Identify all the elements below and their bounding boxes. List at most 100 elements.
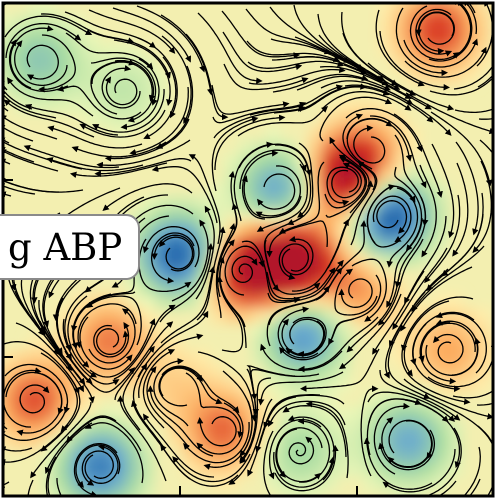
heat-cell bbox=[154, 266, 169, 281]
heat-cell bbox=[238, 224, 253, 239]
heat-cell bbox=[252, 224, 267, 239]
heat-cell bbox=[112, 490, 127, 496]
heat-cell bbox=[42, 98, 57, 113]
heat-cell bbox=[140, 266, 155, 281]
streamline bbox=[403, 38, 479, 68]
heat-cell bbox=[336, 98, 351, 113]
heat-cell bbox=[238, 140, 253, 155]
streamline bbox=[122, 345, 155, 431]
heat-cell bbox=[434, 420, 449, 435]
heat-cell bbox=[182, 266, 197, 281]
streamline bbox=[93, 321, 130, 358]
streamline bbox=[161, 35, 192, 124]
heat-cell bbox=[126, 70, 141, 85]
heat-cell bbox=[140, 448, 155, 463]
heat-cell bbox=[266, 350, 281, 365]
streamline bbox=[278, 243, 309, 280]
heat-cell bbox=[434, 448, 449, 463]
heat-cell bbox=[406, 168, 421, 183]
streamline bbox=[71, 141, 167, 158]
streamline bbox=[62, 318, 120, 386]
heat-cell bbox=[84, 28, 99, 43]
heat-cell bbox=[378, 224, 393, 239]
heat-cell bbox=[42, 476, 57, 491]
heat-cell bbox=[322, 140, 337, 155]
heat-cell bbox=[154, 84, 169, 99]
heat-cell bbox=[56, 490, 71, 496]
heat-cell bbox=[70, 462, 85, 477]
heat-cell bbox=[364, 462, 379, 477]
heat-cell bbox=[392, 14, 407, 29]
heat-cell bbox=[392, 490, 407, 496]
heat-cell bbox=[420, 28, 435, 43]
streamline bbox=[413, 427, 462, 496]
heat-cell bbox=[406, 252, 421, 267]
heat-cell bbox=[378, 168, 393, 183]
heat-cell bbox=[350, 448, 365, 463]
heat-cell bbox=[140, 490, 155, 496]
streamline bbox=[300, 348, 380, 392]
heat-cell bbox=[434, 224, 449, 239]
heat-cell bbox=[322, 154, 337, 169]
streamline bbox=[424, 194, 461, 284]
streamline bbox=[196, 416, 237, 447]
streamline bbox=[378, 429, 436, 471]
heat-cell bbox=[448, 336, 463, 351]
heat-cell bbox=[392, 210, 407, 225]
streamline bbox=[196, 402, 244, 455]
heat-cell bbox=[84, 112, 99, 127]
heat-cell bbox=[238, 266, 253, 281]
heat-cell bbox=[392, 420, 407, 435]
streamline bbox=[14, 40, 68, 87]
streamline bbox=[151, 165, 218, 224]
heat-cell bbox=[392, 3, 407, 15]
heat-cell bbox=[308, 126, 323, 141]
heat-cell bbox=[378, 140, 393, 155]
heat-cell bbox=[224, 252, 239, 267]
heat-cell bbox=[434, 238, 449, 253]
heat-cell bbox=[406, 3, 421, 15]
streamline bbox=[289, 318, 325, 358]
heat-cell bbox=[448, 70, 463, 85]
streamline bbox=[368, 83, 452, 136]
streamline bbox=[287, 142, 314, 226]
heat-cell bbox=[280, 280, 295, 295]
heat-cell bbox=[280, 490, 295, 496]
streamline bbox=[275, 427, 323, 478]
heat-cell bbox=[210, 378, 225, 393]
heat-cell bbox=[406, 42, 421, 57]
heat-cell bbox=[84, 322, 99, 337]
heat-cell bbox=[210, 420, 225, 435]
heat-cell bbox=[42, 378, 57, 393]
heat-cell bbox=[420, 168, 435, 183]
heat-cell bbox=[392, 28, 407, 43]
heat-cell bbox=[56, 42, 71, 57]
legend-label: g ABP bbox=[0, 214, 141, 280]
streamline bbox=[15, 322, 84, 393]
streamline bbox=[86, 295, 142, 346]
heat-cell bbox=[42, 392, 57, 407]
streamline bbox=[248, 66, 346, 85]
streamline bbox=[241, 175, 302, 219]
heat-cell bbox=[238, 182, 253, 197]
heat-cell bbox=[378, 280, 393, 295]
streamline bbox=[116, 395, 167, 482]
heat-cell bbox=[238, 280, 253, 295]
heat-cell bbox=[434, 364, 449, 379]
streamline bbox=[3, 446, 33, 453]
heat-cell bbox=[112, 420, 127, 435]
streamline bbox=[89, 30, 171, 79]
heat-cell bbox=[420, 238, 435, 253]
heat-cell bbox=[280, 182, 295, 197]
heat-cell bbox=[364, 98, 379, 113]
streamline bbox=[218, 256, 247, 348]
heat-cell bbox=[322, 294, 337, 309]
heat-cell bbox=[294, 490, 309, 496]
streamline bbox=[267, 259, 344, 304]
streamline bbox=[379, 369, 461, 421]
heat-cell bbox=[70, 490, 85, 496]
heat-cell bbox=[168, 196, 183, 211]
streamline bbox=[432, 333, 464, 364]
heat-cell bbox=[308, 224, 323, 239]
heat-cell bbox=[210, 210, 225, 225]
